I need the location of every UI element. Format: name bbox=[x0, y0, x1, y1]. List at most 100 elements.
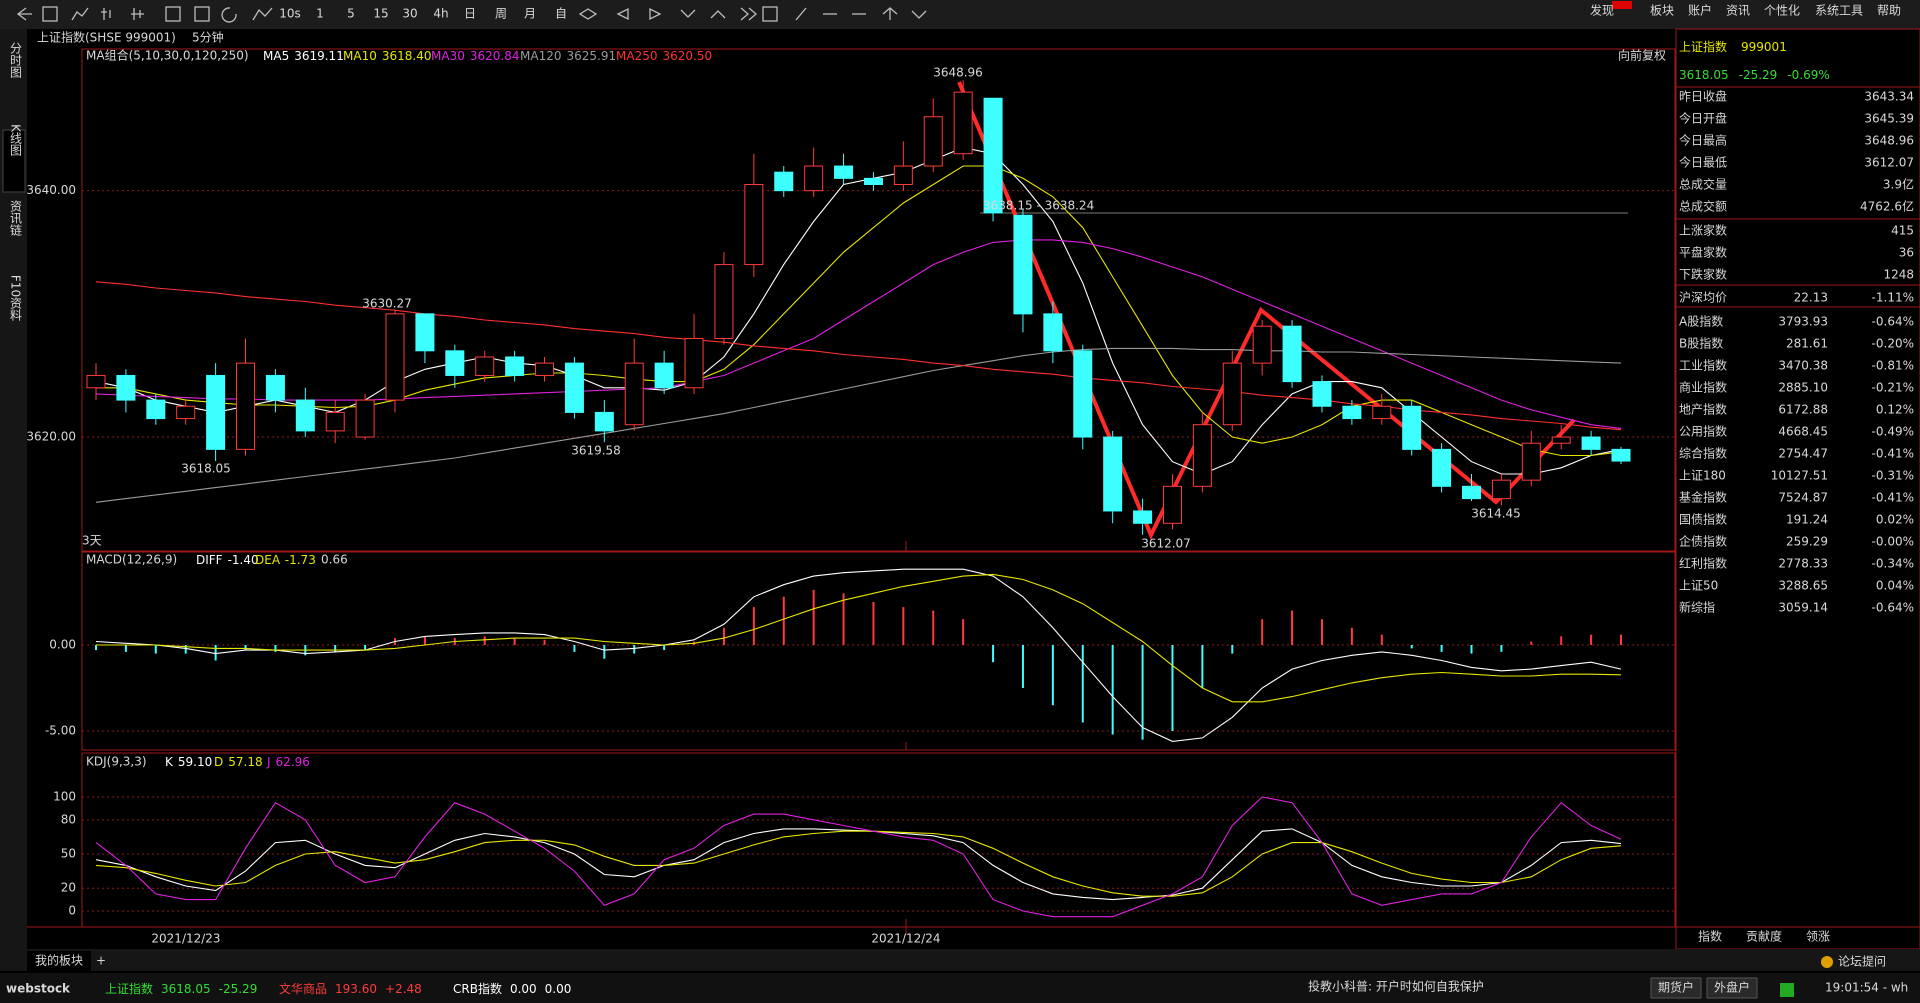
quote-value: 3793.93 bbox=[1778, 315, 1828, 329]
forum-icon[interactable] bbox=[1821, 956, 1833, 968]
period-button[interactable]: 30 bbox=[402, 7, 417, 21]
forum-link[interactable]: 论坛提问 bbox=[1838, 954, 1886, 969]
account-label[interactable]: 期货户 bbox=[1658, 980, 1694, 995]
quote-label: 新综指 bbox=[1679, 600, 1715, 615]
toolbar-icons[interactable] bbox=[16, 6, 927, 23]
legend-entry-part: MA30 bbox=[431, 49, 465, 63]
menu-item[interactable]: 帮助 bbox=[1877, 4, 1901, 18]
quote-price-part: -0.69% bbox=[1787, 68, 1829, 82]
quote-label: 上证50 bbox=[1679, 579, 1718, 593]
nav-icon[interactable] bbox=[578, 8, 598, 20]
quote-label: 今日最高 bbox=[1679, 133, 1727, 148]
candle-body bbox=[744, 184, 764, 266]
ticker-part: 0.00 bbox=[510, 982, 537, 996]
logo: webstock bbox=[6, 982, 71, 996]
candle-body bbox=[834, 165, 854, 179]
line-tool-icon[interactable] bbox=[795, 7, 807, 21]
period-button[interactable]: 月 bbox=[524, 7, 536, 21]
notice[interactable]: 投教小科普: 开户时如何自我保护 bbox=[1308, 979, 1484, 994]
quote-change: -0.31% bbox=[1872, 469, 1914, 483]
up-icon[interactable] bbox=[710, 10, 726, 19]
period-button[interactable]: 10s bbox=[279, 7, 301, 21]
menu-item[interactable]: 板块 bbox=[1650, 4, 1674, 18]
line-icon[interactable] bbox=[71, 7, 89, 21]
candle-body bbox=[1551, 436, 1571, 444]
quote-value: 6172.88 bbox=[1778, 403, 1828, 417]
account-button[interactable] bbox=[1706, 977, 1758, 999]
quote-value: 191.24 bbox=[1786, 513, 1828, 527]
signal-icon bbox=[1780, 983, 1794, 997]
legend-entry-part: MA10 bbox=[343, 49, 377, 63]
period-button[interactable]: 5 bbox=[347, 7, 355, 21]
legend-entry-part: 57.18 bbox=[228, 755, 262, 769]
candle-body bbox=[1043, 313, 1063, 352]
menu-item[interactable]: 系统工具 bbox=[1815, 4, 1863, 18]
legend-entry: MA120 3625.91 bbox=[520, 49, 616, 63]
panel-frames bbox=[27, 48, 1676, 935]
zoom-icon[interactable] bbox=[740, 7, 757, 21]
quote-value: 10127.51 bbox=[1771, 469, 1828, 483]
side-tab[interactable]: F10资料 bbox=[9, 275, 23, 321]
period-button[interactable]: 周 bbox=[495, 7, 507, 21]
quote-value: 415 bbox=[1891, 224, 1914, 238]
indicator-line bbox=[96, 165, 1622, 457]
legend-entry-part: J bbox=[266, 755, 271, 769]
period-button[interactable]: 日 bbox=[464, 7, 476, 21]
refresh-icon[interactable] bbox=[221, 7, 237, 23]
add-tab[interactable]: + bbox=[96, 954, 106, 968]
back-icon[interactable] bbox=[16, 7, 32, 21]
list-icon[interactable] bbox=[42, 6, 58, 22]
more-icon[interactable] bbox=[911, 10, 927, 19]
left-icon[interactable] bbox=[616, 7, 629, 21]
candle-icon[interactable] bbox=[131, 8, 144, 20]
grid-icon[interactable] bbox=[762, 6, 778, 22]
y-tick-label: 3620.00 bbox=[26, 430, 76, 444]
side-tab[interactable]: 分时图 bbox=[9, 42, 23, 78]
quote-label: 红利指数 bbox=[1679, 556, 1727, 571]
quote-change: 0.12% bbox=[1876, 403, 1914, 417]
save-icon[interactable] bbox=[165, 6, 181, 22]
adjust[interactable]: 向前复权 bbox=[1618, 48, 1666, 63]
bar-icon[interactable] bbox=[101, 8, 111, 20]
menu-item[interactable]: 资讯 bbox=[1726, 4, 1750, 18]
quote-tab[interactable]: 领涨 bbox=[1806, 929, 1830, 944]
menu-item[interactable]: 账户 bbox=[1688, 3, 1712, 18]
print-icon[interactable] bbox=[194, 6, 210, 22]
indicator: KDJ(9,3,3) bbox=[86, 755, 147, 769]
account-button[interactable] bbox=[1650, 977, 1702, 999]
tab-active[interactable] bbox=[27, 951, 91, 971]
legend-entry: DEA -1.73 bbox=[255, 553, 316, 567]
candle-body bbox=[265, 374, 285, 401]
right-icon[interactable] bbox=[649, 7, 662, 21]
candle-body bbox=[564, 362, 584, 413]
period-button[interactable]: 自 bbox=[555, 7, 567, 21]
side-tab[interactable]: 资讯链 bbox=[9, 200, 23, 236]
quote-value: 1248 bbox=[1883, 268, 1914, 282]
period-button[interactable]: 4h bbox=[433, 7, 448, 21]
active-tab[interactable] bbox=[2, 129, 26, 193]
candle-body bbox=[86, 374, 106, 389]
side-tab[interactable]: K线图 bbox=[9, 124, 23, 156]
menu-item[interactable]: 发现 bbox=[1590, 3, 1614, 18]
home-icon[interactable] bbox=[882, 7, 898, 20]
tab[interactable]: 我的板块 bbox=[35, 953, 83, 968]
indicator-line bbox=[95, 568, 1622, 742]
x-tick-label: 2021/12/23 bbox=[151, 932, 220, 946]
quote-value: 2885.10 bbox=[1778, 381, 1828, 395]
period-button[interactable]: 1 bbox=[316, 7, 324, 21]
candle-body bbox=[1103, 436, 1123, 512]
quote-label: A股指数 bbox=[1679, 314, 1723, 329]
quote-value: 4762.6亿 bbox=[1860, 199, 1914, 214]
indicator: MACD(12,26,9) bbox=[86, 553, 177, 567]
quote-tab[interactable]: 指数 bbox=[1698, 929, 1722, 944]
menu-item[interactable]: 个性化 bbox=[1764, 4, 1800, 18]
legend-entry-part: DIFF bbox=[196, 553, 223, 567]
down-icon[interactable] bbox=[680, 9, 696, 18]
period-button[interactable]: 15 bbox=[373, 7, 388, 21]
quote-tab[interactable]: 贡献度 bbox=[1746, 929, 1782, 944]
period[interactable]: 5分钟 bbox=[192, 30, 224, 45]
draw-icon[interactable] bbox=[252, 7, 273, 21]
account-label[interactable]: 外盘户 bbox=[1714, 980, 1750, 995]
